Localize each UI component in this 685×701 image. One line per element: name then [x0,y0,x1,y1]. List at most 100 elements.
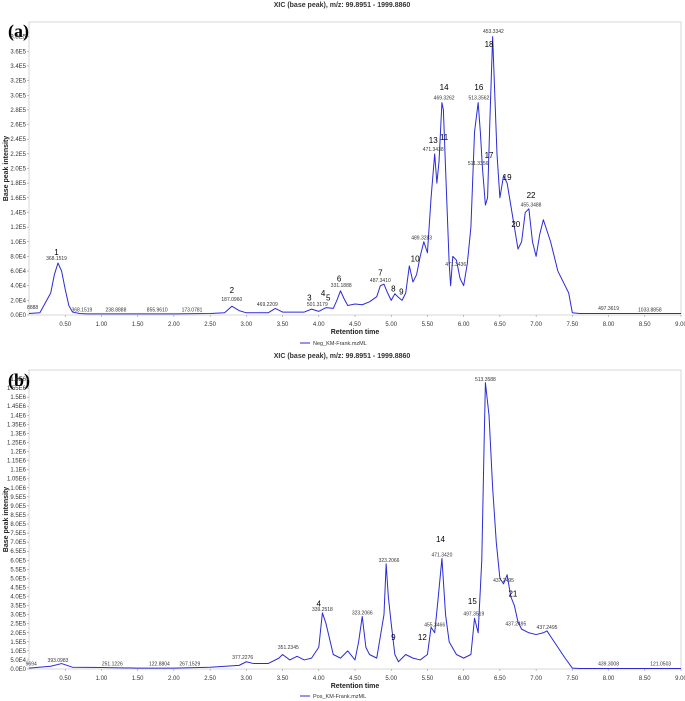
mz-annotation: 511.3356 [468,161,489,167]
y-tick-label: 2.0E5 [10,631,26,637]
x-tick-label: 8.50 [639,676,651,682]
x-tick-label: 2.00 [168,322,180,328]
y-tick-label: 3.6E5 [10,49,26,55]
y-tick-label: 1.5E5 [10,640,26,646]
x-tick-label: 0.50 [59,676,71,682]
mz-annotation: 9694 [26,661,37,667]
x-axis-label: Retention time [331,683,380,690]
y-tick-label: 3.5E5 [10,604,26,610]
mz-annotation: 187.0960 [221,297,242,303]
x-tick-label: 0.50 [59,322,71,328]
y-tick-label: 5.0E4 [10,658,26,664]
x-tick-label: 9.00 [675,322,685,328]
mz-annotation: 497.3619 [598,306,619,312]
peak-number-17: 17 [485,151,494,160]
y-tick-label: 2.6E5 [10,123,26,129]
y-tick-label: 4.0E4 [10,284,26,290]
series-line-a [28,36,681,315]
peak-number-19: 19 [503,173,512,182]
mz-annotation: 437.2495 [537,625,558,631]
y-tick-label: 1.6E5 [10,196,26,202]
y-tick-label: 8.0E4 [10,254,26,260]
y-tick-label: 5.0E5 [10,576,26,582]
mz-annotation: 1033.8858 [638,307,662,313]
y-tick-label: 1.0E5 [10,240,26,246]
mz-annotation: 455.3466 [424,622,445,628]
mz-annotation: 487.3410 [370,278,391,284]
peak-number-13: 13 [429,136,438,145]
mz-annotation: 173.0781 [182,307,203,313]
y-tick-label: 6.0E4 [10,269,26,275]
chart-b-title: XIC (base peak), m/z: 99.8951 - 1999.886… [274,353,411,360]
peak-number-9: 9 [391,633,396,642]
x-tick-label: 6.00 [458,322,470,328]
peak-number-12: 12 [418,633,427,642]
y-tick-label: 1.3E6 [10,431,26,437]
peak-number-20: 20 [511,220,520,229]
chart-a-svg: XIC (base peak), m/z: 99.8951 - 1999.886… [3,2,685,347]
y-tick-label: 1.05E6 [7,477,27,483]
y-tick-label: 3.0E5 [10,613,26,619]
y-tick-label: 1.2E6 [10,450,26,456]
x-tick-label: 3.00 [240,322,252,328]
x-tick-label: 3.00 [240,676,252,682]
peak-number-18: 18 [485,40,494,49]
mz-annotation: 855.9610 [147,307,168,313]
x-tick-label: 4.00 [313,676,325,682]
x-tick-label: 7.50 [566,676,578,682]
panel-a-label: (a) [8,21,29,42]
chart-panel-b: XIC (base peak), m/z: 99.8951 - 1999.886… [0,352,685,701]
x-tick-label: 1.50 [132,676,144,682]
x-tick-label: 2.50 [204,322,216,328]
mz-annotation: 323.2066 [379,558,400,564]
y-tick-label: 4.0E5 [10,595,26,601]
mz-annotation: 489.3283 [411,236,432,242]
peak-number-10: 10 [411,255,420,264]
peak-number-7: 7 [378,268,383,277]
y-tick-label: 1.35E6 [7,422,27,428]
mz-annotation: 368.1519 [46,256,67,262]
series-line-b [28,382,681,669]
mz-annotation: 377.2276 [232,655,253,661]
y-tick-label: 2.2E5 [10,152,26,158]
y-tick-label: 0.0E0 [10,667,26,673]
mz-annotation: 323.2066 [352,611,373,617]
y-tick-label: 0.0E0 [10,313,26,319]
y-tick-label: 1.5E6 [10,395,26,401]
peak-number-15: 15 [468,597,477,606]
mz-annotation: 471.3438 [423,147,444,153]
legend-label: Pos_KM-Frank.mzML [313,694,366,700]
mz-annotation: 437.2495 [505,622,526,628]
peak-number-6: 6 [337,274,342,283]
y-tick-label: 3.2E5 [10,79,26,85]
mz-annotation: 368.1519 [71,307,92,313]
panel-b-label: (b) [8,370,30,391]
y-tick-label: 7.5E5 [10,531,26,537]
mz-annotation: 513.3562 [468,96,489,102]
x-tick-label: 3.50 [277,676,289,682]
chart-panel-a: XIC (base peak), m/z: 99.8951 - 1999.886… [3,2,685,347]
x-tick-label: 7.00 [530,322,542,328]
mz-annotation: 121.0503 [650,661,671,667]
peak-number-8: 8 [391,285,396,294]
y-tick-label: 2.5E5 [10,622,26,628]
x-tick-label: 3.50 [277,322,289,328]
y-tick-label: 6.5E5 [10,549,26,555]
x-tick-label: 2.50 [204,676,216,682]
mz-annotation: 331.1888 [331,283,352,289]
y-tick-label: 8.0E5 [10,522,26,528]
chart-b-svg: XIC (base peak), m/z: 99.8951 - 1999.886… [3,353,685,700]
peak-number-2: 2 [230,286,235,295]
x-tick-label: 2.00 [168,676,180,682]
x-tick-label: 1.00 [96,676,108,682]
peak-number-14: 14 [440,83,449,92]
x-tick-label: 1.00 [96,322,108,328]
x-tick-label: 7.50 [566,322,578,328]
y-tick-label: 1.4E6 [10,413,26,419]
y-tick-label: 1.6E6 [10,377,26,383]
chart-a-title: XIC (base peak), m/z: 99.8951 - 1999.886… [274,2,411,9]
mz-annotation: 513.3588 [475,377,496,383]
x-tick-label: 6.00 [458,676,470,682]
y-tick-label: 1.8E5 [10,181,26,187]
y-tick-label: 3.8E5 [10,35,26,41]
